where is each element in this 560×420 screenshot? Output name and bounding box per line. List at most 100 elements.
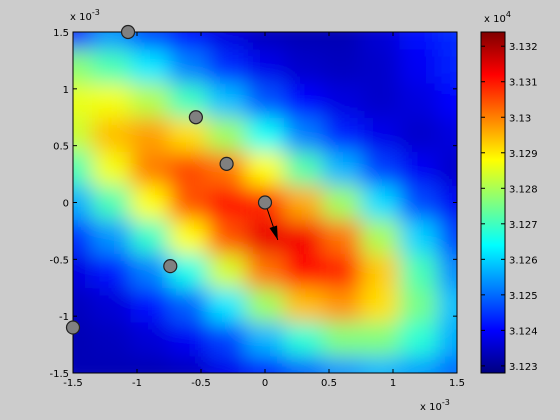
contour-cell (399, 355, 439, 373)
x-multiplier-exponent: -3 (442, 398, 450, 407)
contour-field (73, 32, 457, 373)
contour-cell (437, 185, 457, 221)
contour-cell (361, 219, 400, 255)
contour-cell (437, 83, 457, 118)
colorbar-tick-label: 3.131 (509, 78, 538, 89)
contour-cell (92, 355, 132, 373)
contour-cell (169, 219, 208, 255)
contour-cell (92, 32, 132, 50)
colorbar-tick-label: 3.128 (509, 184, 538, 195)
contour-cell (130, 83, 170, 118)
contour-cell (322, 151, 362, 186)
contour-cell (322, 32, 362, 50)
contour-cell (207, 355, 247, 373)
colorbar-tick-label: 3.123 (509, 362, 538, 373)
contour-cell (92, 287, 132, 323)
contour-cell (92, 117, 132, 152)
y-tick-label: 0 (63, 199, 69, 210)
contour-cell (322, 321, 362, 357)
y-multiplier-base: x 10 (70, 12, 92, 23)
arrow-head (269, 225, 278, 241)
contour-cell (399, 49, 439, 84)
contour-cell (73, 355, 93, 373)
contour-cell (284, 355, 324, 373)
contour-cell (437, 151, 457, 186)
point (120, 24, 136, 40)
contour-cell (169, 321, 208, 357)
contour-cell (322, 185, 362, 221)
colorbar-tick-label: 3.127 (509, 220, 538, 231)
colorbar-tick-label: 3.13 (509, 113, 531, 124)
x-multiplier: x 10-3 (420, 398, 450, 413)
contour-cell (73, 253, 93, 289)
contour-cell (207, 83, 247, 118)
contour-cell (130, 32, 170, 50)
y-tick-label: -1.5 (49, 369, 69, 380)
contour-cell (322, 287, 362, 323)
contour-cell (92, 253, 132, 289)
contour-cell (169, 83, 208, 118)
contour-cell (130, 219, 170, 255)
contour-cell (245, 287, 285, 323)
contour-cell (437, 321, 457, 357)
contour-cell (92, 185, 132, 221)
contour-cell (92, 83, 132, 118)
contour-cell (245, 321, 285, 357)
contour-cell (169, 117, 208, 152)
contour-cell (245, 219, 285, 255)
y-tick-label: -1 (59, 312, 69, 323)
contour-cell (73, 185, 93, 221)
contour-cell (361, 151, 400, 186)
contour-cell (130, 117, 170, 152)
colorbar-tick-label: 3.126 (509, 255, 538, 266)
contour-cell (361, 287, 400, 323)
contour-cell (361, 83, 400, 118)
contour-cell (207, 117, 247, 152)
contour-cell (322, 355, 362, 373)
contour-cell (437, 117, 457, 152)
contour-cell (207, 321, 247, 357)
point (188, 110, 203, 125)
contour-cell (437, 49, 457, 84)
contour-cell (361, 253, 400, 289)
contour-cell (169, 49, 208, 84)
contour-cell (399, 253, 439, 289)
contour-cell (284, 83, 324, 118)
contour-cell (73, 151, 93, 186)
contour-cell (399, 287, 439, 323)
contour-cell (437, 32, 457, 50)
contour-cell (73, 219, 93, 255)
contour-cell (92, 321, 132, 357)
contour-cell (322, 253, 362, 289)
contour-cell (284, 117, 324, 152)
contour-cell (284, 253, 324, 289)
contour-cell (399, 151, 439, 186)
x-tick-label: 0 (262, 378, 268, 389)
colorbar-multiplier-exponent: 4 (506, 10, 511, 19)
contour-cell (361, 32, 400, 50)
contour-cell (245, 355, 285, 373)
point (65, 320, 81, 335)
contour-cell (284, 49, 324, 84)
y-multiplier-exponent: -3 (92, 8, 100, 17)
contour-cell (399, 32, 439, 50)
point (219, 156, 234, 171)
x-tick-label: 1.5 (449, 378, 465, 389)
contour-cell (284, 287, 324, 323)
contour-cell (284, 321, 324, 357)
contour-cell (245, 32, 285, 50)
x-tick-label: -1 (132, 378, 142, 389)
contour-cell (322, 83, 362, 118)
y-tick-label: 1.5 (53, 28, 69, 39)
contour-cell (92, 49, 132, 84)
contour-cell (169, 287, 208, 323)
contour-cell (245, 49, 285, 84)
contour-cell (284, 219, 324, 255)
point (163, 259, 178, 274)
y-tick-label: 0.5 (53, 142, 69, 153)
contour-cell (207, 253, 247, 289)
contour-cell (169, 355, 208, 373)
contour-cell (245, 151, 285, 186)
contour-cell (73, 49, 93, 84)
